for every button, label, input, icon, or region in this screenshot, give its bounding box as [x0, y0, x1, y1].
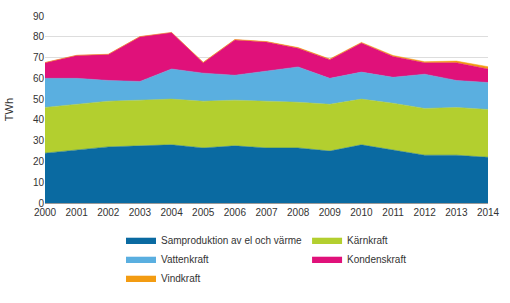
svg-text:80: 80: [33, 31, 45, 42]
svg-text:2014: 2014: [477, 207, 500, 218]
svg-text:50: 50: [33, 94, 45, 105]
svg-text:Kärnkraft: Kärnkraft: [347, 235, 388, 246]
svg-text:90: 90: [33, 11, 45, 22]
svg-text:2005: 2005: [192, 207, 215, 218]
svg-text:Kondenskraft: Kondenskraft: [347, 254, 406, 265]
svg-text:2009: 2009: [319, 207, 342, 218]
svg-text:Vattenkraft: Vattenkraft: [161, 254, 209, 265]
svg-text:40: 40: [33, 114, 45, 125]
svg-text:2007: 2007: [255, 207, 278, 218]
svg-text:TWh: TWh: [3, 98, 15, 121]
svg-text:10: 10: [33, 177, 45, 188]
svg-text:30: 30: [33, 135, 45, 146]
svg-text:Vindkraft: Vindkraft: [161, 273, 201, 284]
svg-text:2012: 2012: [414, 207, 437, 218]
svg-text:2000: 2000: [34, 207, 57, 218]
svg-text:2003: 2003: [129, 207, 152, 218]
svg-text:2001: 2001: [66, 207, 89, 218]
svg-text:0: 0: [38, 198, 44, 209]
svg-text:60: 60: [33, 73, 45, 84]
svg-text:2008: 2008: [287, 207, 310, 218]
svg-text:2011: 2011: [382, 207, 404, 218]
svg-text:2006: 2006: [224, 207, 247, 218]
svg-text:2010: 2010: [350, 207, 373, 218]
svg-text:70: 70: [33, 52, 45, 63]
svg-text:2002: 2002: [97, 207, 120, 218]
svg-text:20: 20: [33, 156, 45, 167]
svg-text:Samproduktion av el och värme: Samproduktion av el och värme: [161, 235, 302, 246]
svg-text:2013: 2013: [445, 207, 468, 218]
svg-text:2004: 2004: [160, 207, 183, 218]
